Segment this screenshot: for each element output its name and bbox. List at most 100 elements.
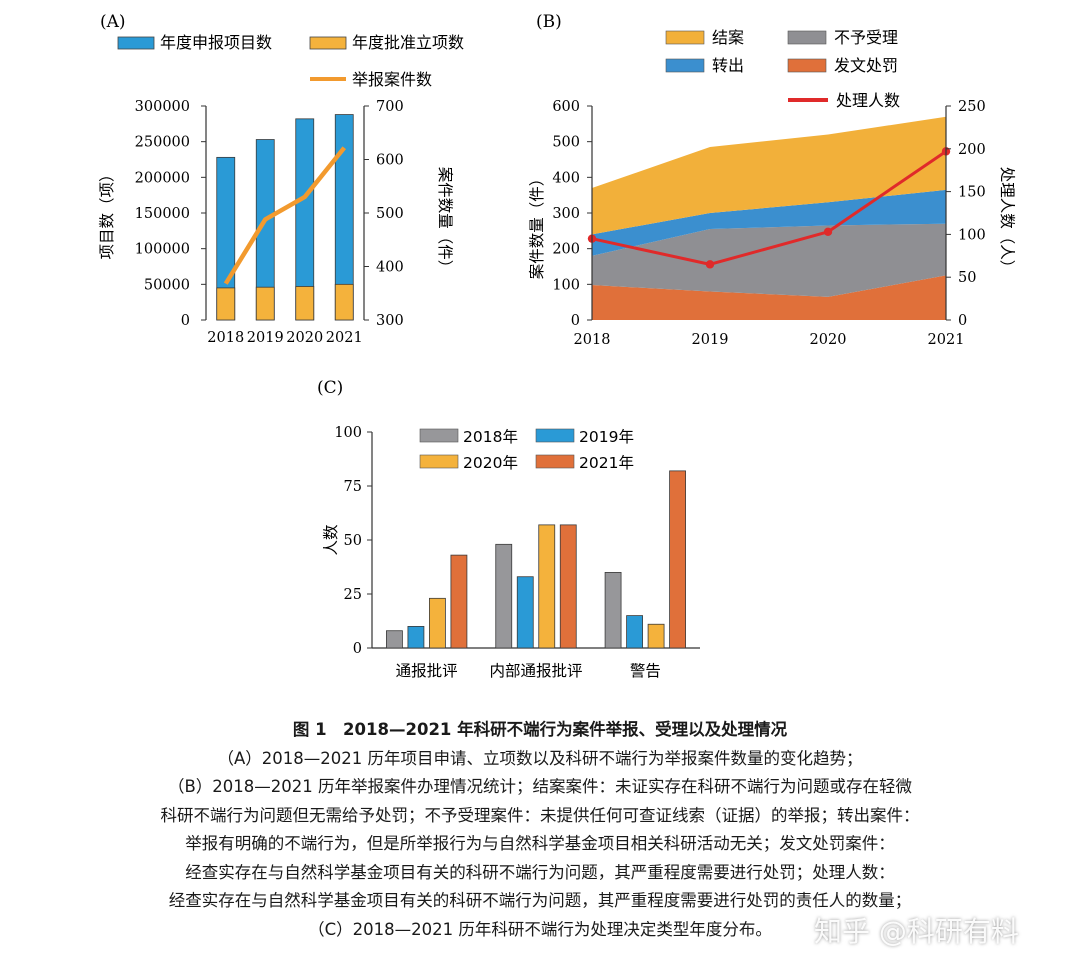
bar: [295, 286, 315, 321]
watermark: 知乎 @科研有料: [814, 915, 1019, 948]
y-tick-label: 100000: [135, 242, 190, 258]
y-tick-label: 400: [552, 170, 580, 186]
x-tick-label: 通报批评: [396, 662, 458, 680]
y2-tick-label: 100: [958, 227, 986, 243]
y-tick-label: 600: [552, 99, 580, 115]
bar: [216, 287, 236, 321]
y2-tick-label: 700: [376, 99, 404, 115]
bar: [538, 524, 556, 649]
caption-line: 举报有明确的不端行为，但是所举报行为与自然科学基金项目相关科研活动无关；发文处罚…: [185, 834, 895, 853]
y2-tick-label: 200: [958, 142, 986, 158]
bar: [255, 286, 275, 321]
y2-tick-label: 300: [376, 313, 404, 329]
legend-label: 结案: [712, 28, 744, 47]
y2-tick-label: 400: [376, 260, 404, 276]
y2-tick-label: 250: [958, 99, 986, 115]
legend-label: 年度申报项目数: [160, 33, 272, 52]
legend-swatch: [665, 30, 705, 45]
legend-label: 2020年: [463, 454, 518, 472]
x-tick-label: 内部通报批评: [489, 662, 582, 680]
y-tick-label: 0: [353, 641, 362, 657]
legend-swatch: [535, 454, 575, 469]
y-tick-label: 250000: [135, 135, 190, 151]
bar: [495, 543, 513, 649]
bar: [407, 626, 425, 649]
legend-label: 举报案件数: [352, 70, 432, 89]
bar: [669, 470, 686, 649]
y-axis-title: 人数: [322, 524, 340, 556]
area-series: [592, 223, 946, 297]
legend-label: 年度批准立项数: [352, 33, 464, 52]
y-tick-label: 75: [344, 479, 362, 495]
legend-swatch: [787, 30, 827, 45]
panel-label: (A): [100, 12, 126, 32]
legend-swatch: [419, 428, 459, 443]
line-series: [591, 150, 947, 266]
bar: [386, 630, 403, 649]
y2-tick-label: 600: [376, 153, 404, 169]
y-tick-label: 200: [552, 242, 580, 258]
legend-label: 2021年: [579, 454, 634, 472]
y-tick-label: 0: [181, 313, 190, 329]
legend-swatch: [665, 58, 705, 73]
y-tick-label: 0: [571, 313, 580, 329]
area-series: [592, 189, 946, 256]
y-tick-label: 200000: [135, 170, 190, 186]
caption-line: 科研不端行为问题但无需给予处罚；不予受理案件：未提供任何可查证线索（证据）的举报…: [160, 805, 920, 825]
caption-line: 经查实存在与自然科学基金项目有关的科研不端行为问题，其严重程度需要进行处罚的责任…: [168, 891, 912, 910]
x-tick-label: 2019: [247, 330, 284, 346]
y-tick-label: 100: [334, 425, 362, 441]
figure-caption: 图 1 2018—2021 年科研不端行为案件举报、受理以及处理情况 （A）20…: [0, 716, 1080, 944]
legend-label: 处理人数: [836, 91, 900, 110]
legend-label: 转出: [712, 56, 744, 75]
bar: [450, 554, 468, 649]
y2-axis-title: 案件数量（件）: [436, 167, 454, 276]
line-series: [223, 146, 347, 285]
x-tick-label: 警告: [630, 662, 661, 680]
x-tick-label: 2020: [286, 330, 323, 346]
bar: [334, 283, 354, 321]
panel-b: (B) 0 100 200 300 400 500 600 0 50 100 150 200 250 案件数…: [528, 12, 1016, 348]
line-point: [705, 260, 715, 269]
y-tick-label: 500: [552, 135, 580, 151]
legend-label: 2018年: [463, 428, 518, 446]
x-tick-label: 2018: [207, 330, 244, 346]
y2-tick-label: 150: [958, 185, 986, 201]
legend-label: 不予受理: [834, 28, 898, 47]
x-tick-label: 2021: [928, 332, 965, 348]
y-tick-label: 50000: [144, 277, 190, 293]
y2-axis-title: 处理人数（人）: [998, 167, 1016, 276]
legend-swatch: [787, 58, 827, 73]
bar: [626, 615, 643, 649]
x-tick-label: 2018: [574, 332, 611, 348]
legend-swatch: [309, 36, 347, 50]
x-tick-label: 2019: [692, 332, 729, 348]
legend-label: 2019年: [579, 428, 634, 446]
x-tick-label: 2020: [810, 332, 847, 348]
legend-label: 发文处罚: [834, 56, 898, 75]
y2-tick-label: 50: [958, 270, 976, 286]
legend-swatch: [117, 36, 155, 50]
caption-title: 图 1 2018—2021 年科研不端行为案件举报、受理以及处理情况: [292, 720, 788, 739]
bar: [429, 597, 446, 649]
caption-line: 经查实存在与自然科学基金项目有关的科研不端行为问题，其严重程度需要进行处罚；处理…: [185, 862, 895, 882]
caption-line: （B）2018—2021 历年举报案件办理情况统计；结案案件：未证实存在科研不端…: [167, 777, 913, 796]
y-axis-title: 案件数量（件）: [528, 171, 546, 280]
y-tick-label: 50: [344, 533, 362, 549]
bar: [559, 524, 577, 649]
y-tick-label: 300: [552, 206, 580, 222]
panel-label: (C): [317, 378, 343, 398]
y2-tick-label: 500: [376, 206, 404, 222]
legend-swatch: [419, 454, 459, 469]
area-series: [592, 275, 946, 320]
bar: [604, 572, 622, 649]
y-tick-label: 100: [552, 277, 580, 293]
y2-tick-label: 0: [958, 313, 967, 329]
caption-line: （A）2018—2021 历年项目申请、立项数以及科研不端行为举报案件数量的变化…: [217, 748, 863, 768]
bar: [516, 576, 534, 649]
y-tick-label: 25: [344, 587, 362, 603]
bar: [647, 623, 665, 649]
